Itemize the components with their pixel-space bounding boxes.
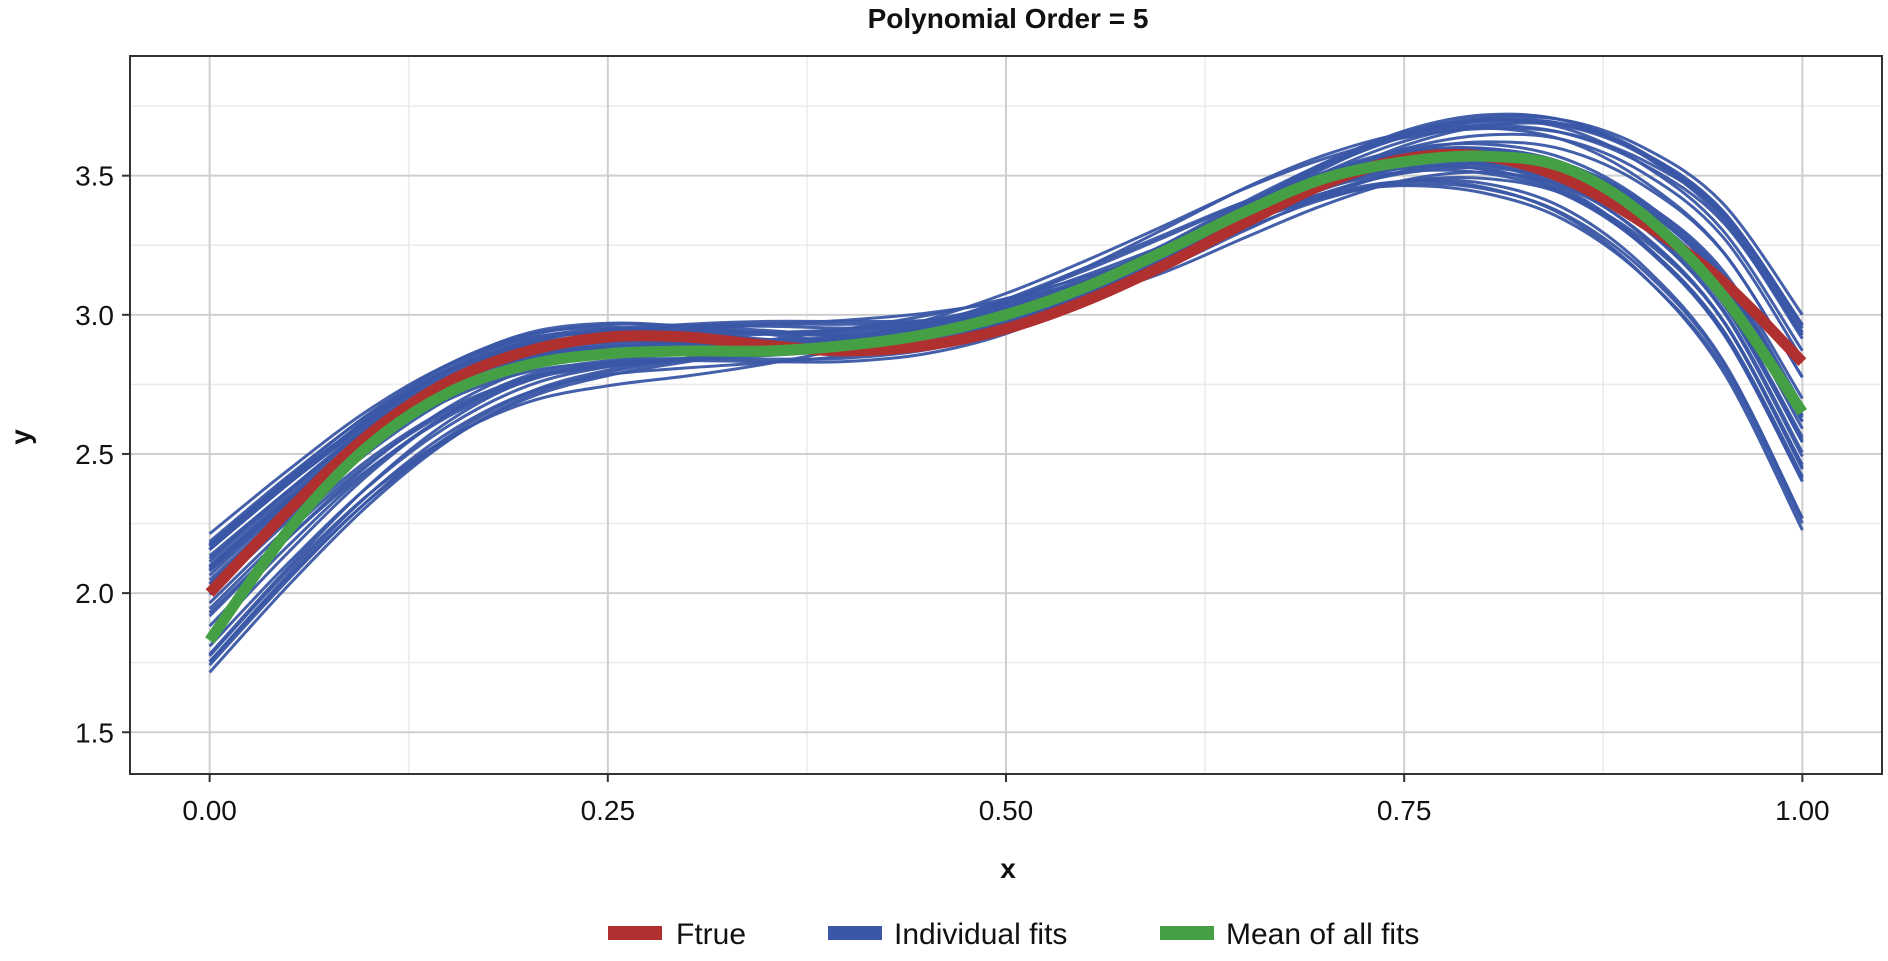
- x-tick-label: 0.25: [581, 795, 636, 826]
- y-tick-label: 3.0: [75, 300, 114, 331]
- main-series-layer: [205, 148, 1807, 644]
- legend: Ftrue Individual fits Mean of all fits: [608, 918, 1419, 951]
- y-axis-title: y: [5, 429, 36, 445]
- y-tick-label: 3.5: [75, 161, 114, 192]
- y-tick-label: 1.5: [75, 717, 114, 748]
- y-tick-label: 2.5: [75, 439, 114, 470]
- legend-label-mean-of-all-fits: Mean of all fits: [1226, 918, 1419, 951]
- x-axis-ticks: 0.00 0.25 0.50 0.75 1.00: [182, 774, 1830, 826]
- series-line-mean-of-all-fits: [205, 150, 1807, 644]
- x-tick-label: 1.00: [1775, 795, 1830, 826]
- y-axis-ticks: 1.5 2.0 2.5 3.0 3.5: [75, 161, 130, 748]
- x-tick-label: 0.75: [1377, 795, 1432, 826]
- y-tick-label: 2.0: [75, 578, 114, 609]
- legend-label-individual-fits: Individual fits: [894, 918, 1067, 951]
- x-axis-title: x: [1000, 853, 1016, 884]
- x-tick-label: 0.00: [182, 795, 237, 826]
- individual-fit-line: [208, 184, 1804, 605]
- individual-fit-line: [208, 126, 1804, 585]
- legend-label-ftrue: Ftrue: [676, 918, 746, 951]
- x-tick-label: 0.50: [979, 795, 1034, 826]
- series-line-ftrue: [205, 148, 1807, 597]
- chart-title: Polynomial Order = 5: [868, 3, 1149, 34]
